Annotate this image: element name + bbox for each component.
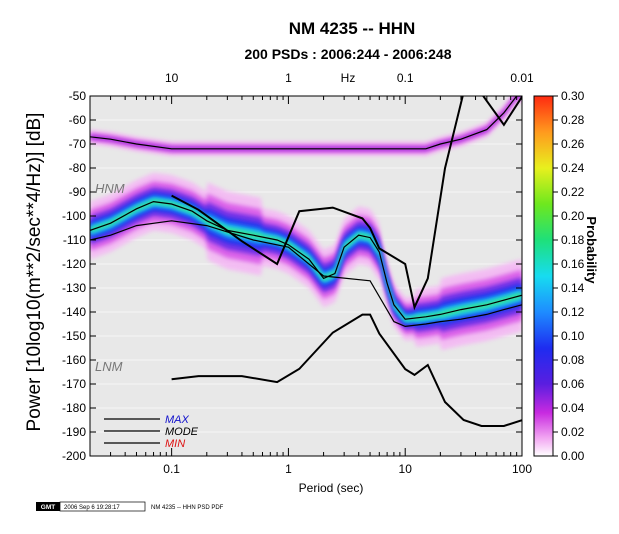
y-tick-label: -190 <box>62 425 86 439</box>
y-tick-label: -160 <box>62 353 86 367</box>
axis-ticks: -200 -190 -180 -170 -160 -150 -140 -130 -120 -110… <box>62 71 534 476</box>
x-tick-label: 0.1 <box>163 462 180 476</box>
top-tick-label: 0.01 <box>510 71 534 85</box>
colorbar-tick-label: 0.12 <box>561 305 585 319</box>
y-tick-label: -150 <box>62 329 86 343</box>
y-tick-label: -70 <box>69 137 87 151</box>
y-tick-label: -110 <box>63 233 86 247</box>
y-axis-label: Power [10log10(m**2/sec**4/Hz)] [dB] <box>24 113 45 432</box>
top-axis-hz-label: Hz <box>341 71 356 85</box>
stat-series <box>90 96 522 328</box>
x-tick-label: 1 <box>285 462 292 476</box>
y-tick-label: -130 <box>62 281 86 295</box>
footer: GMT 2006 Sep 6 19:28:17 NM 4235 -- HHN P… <box>36 501 224 512</box>
colorbar-tick-label: 0.22 <box>561 185 585 199</box>
footer-timestamp: 2006 Sep 6 19:28:17 <box>64 505 120 511</box>
y-tick-label: -90 <box>69 185 87 199</box>
lnm-label: LNM <box>95 359 123 374</box>
chart-title: NM 4235 -- HHN <box>289 19 416 38</box>
colorbar-tick-label: 0.20 <box>561 209 585 223</box>
colorbar-tick-label: 0.02 <box>561 425 585 439</box>
y-tick-label: -170 <box>62 377 86 391</box>
y-tick-label: -200 <box>62 449 86 463</box>
density-band <box>90 198 522 322</box>
y-tick-label: -50 <box>69 89 87 103</box>
noise-models <box>171 96 522 427</box>
colorbar <box>533 95 554 457</box>
y-tick-label: -100 <box>62 209 86 223</box>
x-axis-label: Period (sec) <box>299 481 364 495</box>
min-line <box>90 220 522 328</box>
x-tick-label: 100 <box>512 462 532 476</box>
hnm-model-line <box>171 96 522 311</box>
colorbar-tick-label: 0.08 <box>561 353 585 367</box>
y-tick-label: -80 <box>69 161 87 175</box>
top-tick-label: 1 <box>285 71 292 85</box>
legend: MAX MODE MIN <box>104 414 199 450</box>
colorbar-tick-label: 0.26 <box>561 137 585 151</box>
legend-mode-label: MODE <box>165 426 199 438</box>
colorbar-tick-label: 0.06 <box>561 377 585 391</box>
gmt-logo-text: GMT <box>41 504 55 511</box>
y-tick-label: -140 <box>62 305 86 319</box>
legend-min-label: MIN <box>165 438 185 450</box>
upper-density-band <box>90 96 522 151</box>
colorbar-tick-label: 0.04 <box>561 401 585 415</box>
y-tick-label: -120 <box>62 257 86 271</box>
colorbar-tick-label: 0.16 <box>561 257 585 271</box>
colorbar-tick-label: 0.28 <box>561 113 585 127</box>
colorbar-ticks: 0.00 0.02 0.04 0.06 0.08 0.10 0.12 0.14 0.16 0.18… <box>553 89 585 463</box>
gmt-logo <box>36 502 60 511</box>
colorbar-label: Probability <box>584 216 599 284</box>
lnm-model-line <box>171 313 522 427</box>
legend-max-label: MAX <box>165 414 190 426</box>
colorbar-tick-label: 0.24 <box>561 161 585 175</box>
colorbar-tick-label: 0.18 <box>561 233 585 247</box>
upper-density-band <box>90 96 522 153</box>
y-tick-label: -180 <box>62 401 86 415</box>
plot-frame <box>89 95 523 457</box>
hnm-label: HNM <box>95 181 125 196</box>
y-tick-label: -60 <box>69 113 87 127</box>
timestamp-box <box>59 501 146 512</box>
max-line <box>90 96 522 150</box>
density-band <box>90 199 522 321</box>
upper-density-band <box>90 96 522 156</box>
colorbar-tick-label: 0.10 <box>561 329 585 343</box>
footer-label: NM 4235 -- HHN PSD PDF <box>151 505 224 511</box>
colorbar-tick-label: 0.00 <box>561 449 585 463</box>
top-tick-label: 0.1 <box>397 71 414 85</box>
colorbar-tick-label: 0.14 <box>561 281 585 295</box>
chart-subtitle: 200 PSDs : 2006:244 - 2006:248 <box>244 46 451 62</box>
top-tick-label: 10 <box>165 71 179 85</box>
colorbar-tick-label: 0.30 <box>561 89 585 103</box>
x-tick-label: 10 <box>399 462 413 476</box>
